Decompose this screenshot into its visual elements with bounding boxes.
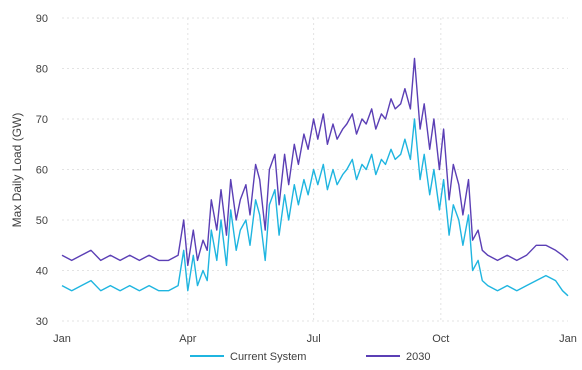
series-line-current-system	[61, 118, 569, 297]
x-tick-label: Apr	[179, 333, 196, 345]
y-axis-title: Max Daily Load (GW)	[10, 113, 24, 228]
y-tick-label: 50	[36, 215, 48, 227]
y-tick-label: 90	[36, 13, 48, 25]
y-tick-label: 60	[36, 165, 48, 177]
x-tick-label: Jan	[53, 333, 71, 345]
x-tick-label: Jan	[559, 333, 577, 345]
y-tick-label: 70	[36, 114, 48, 126]
x-axis-ticks: Jan Apr Jul Oct Jan	[53, 333, 577, 345]
y-tick-label: 80	[36, 64, 48, 76]
legend: Current System 2030	[190, 351, 430, 363]
legend-label: 2030	[406, 351, 430, 363]
gridlines	[62, 17, 568, 322]
y-axis-ticks: 30 40 50 60 70 80 90	[36, 13, 48, 328]
series-line-year-2030	[61, 57, 569, 267]
y-tick-label: 30	[36, 316, 48, 328]
series-layer	[61, 57, 569, 297]
x-tick-label: Jul	[307, 333, 321, 345]
y-tick-label: 40	[36, 266, 48, 278]
legend-label: Current System	[230, 351, 306, 363]
x-tick-label: Oct	[432, 333, 449, 345]
